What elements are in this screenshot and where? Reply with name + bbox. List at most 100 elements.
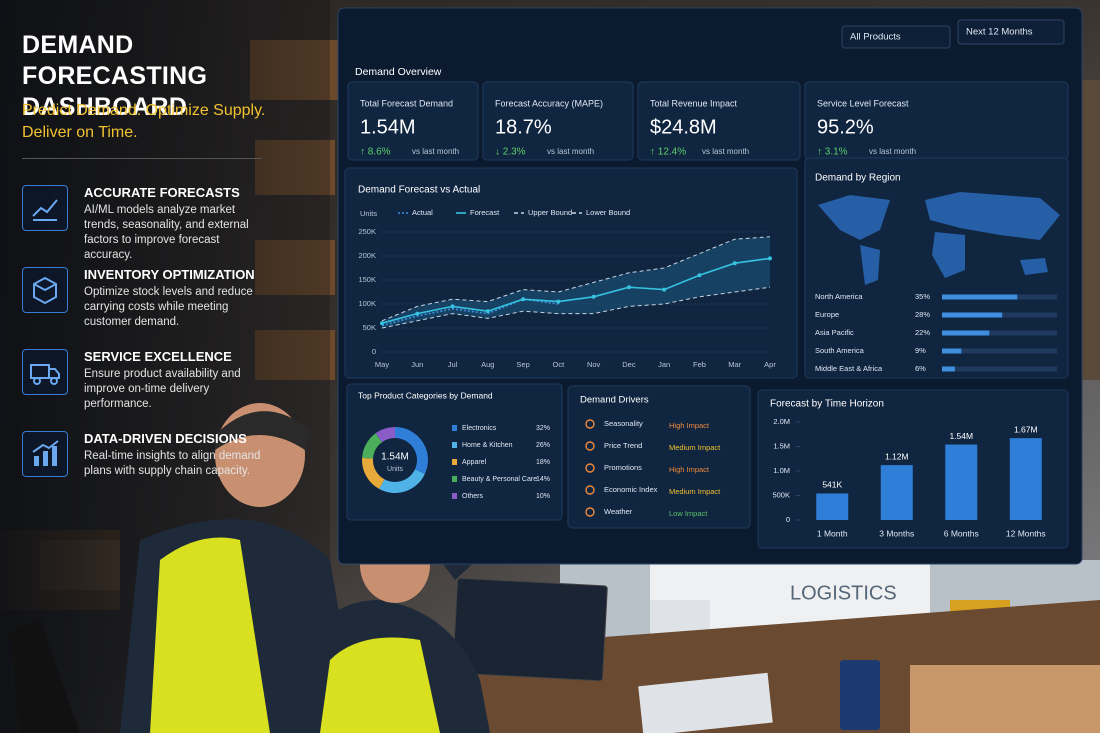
value-label: 35% [915, 292, 930, 301]
kpi-label: Forecast Accuracy (MAPE) [495, 98, 603, 108]
y-tick-label: 250K [358, 227, 376, 236]
bar [1009, 438, 1042, 520]
value-label: 32% [536, 425, 550, 432]
bar [942, 348, 962, 354]
kpi-change: ↑ 8.6% [360, 147, 391, 158]
point [415, 311, 420, 316]
region-name: North America [815, 292, 863, 301]
card [482, 81, 634, 161]
driver-name: Economic Index [604, 485, 658, 494]
driver-name: Price Trend [604, 441, 642, 450]
donut-slice [375, 427, 395, 443]
point [380, 321, 384, 326]
feature-title: DATA-DRIVEN DECISIONS [84, 431, 247, 446]
section-title: Demand Overview [355, 66, 442, 78]
series-line [381, 286, 771, 329]
legend-swatch [452, 493, 457, 499]
legend-label: Lower Bound [586, 208, 630, 217]
donut-slice [395, 427, 428, 475]
y-tick-label: 0 [372, 347, 376, 356]
card [344, 167, 798, 379]
point [626, 285, 631, 290]
point [697, 273, 702, 278]
filter-label: Next 12 Months [966, 27, 1033, 38]
series-line [381, 257, 771, 324]
filter-dropdown[interactable] [841, 25, 951, 49]
value-label: 1.67M [1014, 424, 1038, 434]
confidence-band [382, 236, 770, 328]
chart-title: Demand by Region [815, 173, 901, 184]
legend-label: Upper Bound [528, 208, 572, 217]
card [567, 385, 751, 529]
driver-icon [585, 485, 595, 495]
value-label: 22% [915, 328, 930, 337]
driver-name: Promotions [604, 463, 642, 472]
x-tick-label: Feb [693, 360, 706, 369]
legend-swatch [452, 459, 457, 465]
x-tick-label: 12 Months [1006, 528, 1046, 538]
point [450, 304, 455, 309]
map-region [925, 192, 1060, 240]
legend-label: Home & Kitchen [462, 442, 513, 449]
card [346, 383, 563, 521]
value-label: 1.54M [949, 431, 973, 441]
x-tick-label: May [375, 360, 389, 369]
y-tick-label: 1.5M [773, 441, 790, 450]
bar [816, 493, 849, 520]
x-tick-label: 1 Month [817, 528, 848, 538]
kpi-change: ↓ 2.3% [495, 147, 526, 158]
bar [942, 366, 955, 372]
value-label: 1.12M [885, 451, 909, 461]
x-tick-label: 6 Months [944, 528, 979, 538]
kpi-label: Service Level Forecast [817, 98, 909, 108]
bar [942, 294, 1018, 300]
tagline: Predict Demand. Optimize Supply. Deliver… [22, 102, 266, 141]
point [591, 294, 596, 299]
kpi-value: 1.54M [360, 116, 416, 138]
y-tick-label: 1.0M [773, 466, 790, 475]
point [662, 287, 667, 292]
point [485, 309, 490, 314]
y-tick-label: 500K [772, 490, 790, 499]
driver-icon [585, 463, 595, 473]
region-name: Middle East & Africa [815, 364, 883, 373]
y-tick-label: 0 [786, 515, 790, 524]
chart-title: Top Product Categories by Demand [358, 390, 493, 400]
feature-text: AI/ML models analyze market trends, seas… [84, 204, 249, 261]
chart-title: Demand Forecast vs Actual [358, 185, 480, 196]
filter-dropdown[interactable] [957, 19, 1065, 45]
bar-track [942, 330, 1057, 336]
card [637, 81, 801, 161]
bar-track [942, 348, 1057, 354]
truck-label: LOGISTICS [790, 582, 897, 604]
dashboard: All Products Next 12 Months Demand Overvie… [337, 7, 1083, 565]
feature-title: INVENTORY OPTIMIZATION [84, 267, 255, 282]
donut-slice [362, 433, 383, 459]
region-name: Europe [815, 310, 839, 319]
bar-track [942, 366, 1057, 372]
legend-label: Actual [412, 208, 433, 217]
feature-text: Real-time insights to align demand plans… [84, 450, 261, 477]
page-title: DEMAND FORECASTING DASHBOARD [22, 31, 208, 121]
legend-label: Beauty & Personal Care [462, 476, 537, 483]
kpi-value: 95.2% [817, 116, 874, 138]
bar [945, 444, 978, 520]
bar [942, 330, 990, 336]
legend-swatch [452, 476, 457, 482]
value-label: 541K [822, 480, 842, 490]
bar [880, 465, 913, 520]
card [347, 81, 479, 161]
map-region [932, 232, 965, 278]
point [521, 297, 526, 302]
feature-title: SERVICE EXCELLENCE [84, 349, 232, 364]
map-region [860, 245, 880, 285]
x-tick-label: Jan [658, 360, 670, 369]
x-tick-label: 3 Months [879, 528, 914, 538]
feature-icon [22, 349, 68, 395]
feature-icon [22, 185, 68, 231]
x-tick-label: Oct [553, 360, 566, 369]
driver-name: Seasonality [604, 419, 643, 428]
feature-text: Ensure product availability and improve … [84, 368, 241, 410]
feature-icon [22, 431, 68, 477]
